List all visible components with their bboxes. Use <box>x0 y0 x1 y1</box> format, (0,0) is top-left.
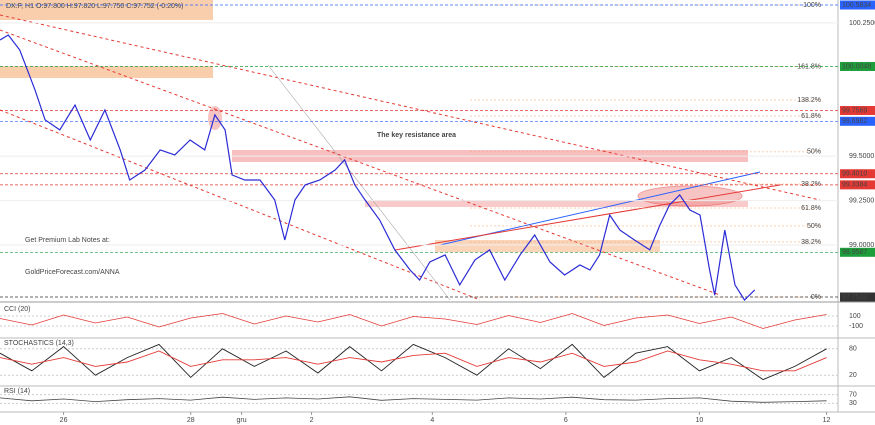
x-tick-label: 6 <box>564 417 568 424</box>
series-line <box>0 343 827 381</box>
y-tick-label: 20 <box>849 372 857 379</box>
y-tick-label: 99.0000 <box>849 242 874 249</box>
annotation: Get Premium Lab Notes at: <box>25 237 110 244</box>
price-tag <box>840 247 875 257</box>
series-line <box>0 350 827 372</box>
price-tag <box>840 116 875 126</box>
y-tick-label: 80 <box>849 346 857 353</box>
y-tick-label: 99.2500 <box>849 197 874 204</box>
drawings <box>0 0 875 413</box>
x-tick-label: 2 <box>310 417 314 424</box>
x-tick-label: 12 <box>823 417 831 424</box>
y-tick-label: 100.2500 <box>849 20 875 27</box>
price-tag-label: 100.5834 <box>842 2 871 9</box>
trendline <box>394 184 781 251</box>
x-tick-label: 10 <box>695 417 703 424</box>
price-tag <box>840 180 875 190</box>
fib-label: 161.8% <box>797 63 821 70</box>
fib-label: 38.2% <box>801 181 821 188</box>
y-tick-label: 99.5000 <box>849 153 874 160</box>
fib-label: 0% <box>811 294 821 301</box>
series-line <box>0 34 756 301</box>
annotation: The key resistance area <box>377 132 456 139</box>
price-tag <box>840 61 875 71</box>
x-tick-label: 26 <box>60 417 68 424</box>
price-tag <box>840 169 875 179</box>
annotation: GoldPriceForecast.com/ANNA <box>25 269 120 276</box>
fib-label: 61.8% <box>801 113 821 120</box>
price-tag-label: 99.7569 <box>842 107 867 114</box>
trendline <box>0 109 481 301</box>
price-tag-label: 98.9587 <box>842 249 867 256</box>
price-tag <box>840 106 875 116</box>
x-tick-label: 28 <box>187 417 195 424</box>
trendline <box>0 14 821 201</box>
zone <box>0 0 213 20</box>
y-tick-label: 30 <box>849 400 857 407</box>
price-tag-label: 97.7520 <box>842 294 867 301</box>
fib-label: 50% <box>807 223 821 230</box>
panel-title: CCI (20) <box>4 306 30 313</box>
price-tag-label: 99.6962 <box>842 118 867 125</box>
fib-label: 138.2% <box>797 97 821 104</box>
fib-label: 38.2% <box>801 239 821 246</box>
series-line <box>0 396 827 403</box>
trendline <box>0 29 721 296</box>
y-tick-label: 100 <box>849 313 861 320</box>
chart-header: DX.F, H1 O:97.800 H:97.820 L:97.750 C:97… <box>6 3 183 10</box>
x-tick-label: gru <box>237 417 247 424</box>
y-tick-label: 70 <box>849 391 857 398</box>
price-tag-label: 99.4010 <box>842 171 867 178</box>
x-tick-label: 4 <box>430 417 434 424</box>
price-tag <box>840 0 875 10</box>
zone <box>435 240 660 252</box>
fib-label: 50% <box>807 149 821 156</box>
price-tag <box>840 292 875 302</box>
series-line <box>0 313 827 329</box>
highlight <box>208 106 222 130</box>
price-tag-label: 99.3384 <box>842 182 867 189</box>
panel-title: RSI (14) <box>4 388 30 395</box>
y-tick-label: -100 <box>849 323 863 330</box>
zone <box>365 200 748 207</box>
zone <box>0 66 213 78</box>
panel-title: STOCHASTICS (14,3) <box>4 340 74 347</box>
price-tag-label: 100.0048 <box>842 63 871 70</box>
fib-label: 61.8% <box>801 205 821 212</box>
trendline <box>267 64 451 301</box>
